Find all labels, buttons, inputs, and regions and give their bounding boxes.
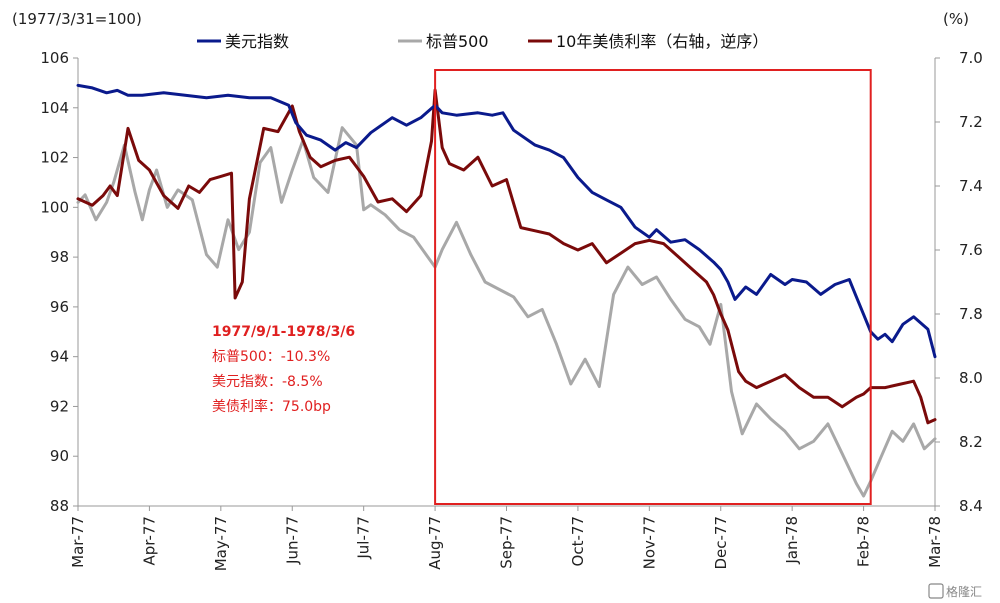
right-tick-label: 7.4 [959, 177, 983, 195]
x-tick-label: Sep-77 [498, 516, 516, 569]
x-tick-label: Mar-78 [926, 516, 944, 568]
right-axis-ticks: 7.0 7.2 7.4 7.6 7.8 8.0 8.2 8.4 [935, 49, 983, 515]
right-tick-label: 8.4 [959, 497, 983, 515]
x-tick-label: Jul-77 [355, 516, 373, 560]
left-tick-label: 102 [40, 149, 69, 167]
series-line-1 [76, 83, 937, 359]
legend-label-1: 美元指数 [225, 32, 289, 51]
annotation-block: 1977/9/1-1978/3/6 标普500：-10.3% 美元指数：-8.5… [212, 324, 355, 415]
annotation-yield: 美债利率：75.0bp [212, 398, 331, 415]
left-tick-label: 106 [40, 49, 69, 67]
left-tick-label: 92 [50, 397, 69, 415]
left-axis-unit: (1977/3/31=100) [12, 10, 142, 28]
series-lines [76, 83, 937, 498]
legend: 美元指数 标普500 10年美债利率（右轴，逆序） [197, 32, 768, 51]
right-tick-label: 7.8 [959, 305, 983, 323]
left-tick-label: 88 [50, 497, 69, 515]
series-line-2 [76, 126, 937, 498]
highlight-box [434, 69, 872, 505]
legend-label-2: 标普500 [426, 32, 489, 51]
annotation-sp500: 标普500：-10.3% [212, 349, 330, 365]
x-axis-ticks: Mar-77 Apr-77 May-77 Jun-77 Jul-77 Aug-77 Sep-… [69, 506, 944, 571]
x-tick-label: Oct-77 [569, 516, 587, 566]
watermark-logo-icon [928, 583, 944, 599]
left-tick-label: 90 [50, 447, 69, 465]
right-tick-label: 8.2 [959, 433, 983, 451]
left-tick-label: 94 [50, 348, 69, 366]
left-tick-label: 96 [50, 298, 69, 316]
left-tick-label: 104 [40, 99, 69, 117]
watermark: 格隆汇 [946, 584, 982, 599]
annotation-period: 1977/9/1-1978/3/6 [212, 324, 355, 340]
x-tick-label: May-77 [212, 516, 230, 571]
x-tick-label: Jun-77 [283, 516, 301, 565]
right-tick-label: 7.0 [959, 49, 983, 67]
right-tick-label: 7.2 [959, 113, 983, 131]
x-tick-label: Feb-78 [855, 516, 873, 567]
legend-label-3: 10年美债利率（右轴，逆序） [556, 32, 768, 51]
x-tick-label: Jan-78 [783, 516, 801, 565]
x-tick-label: Apr-77 [140, 516, 158, 566]
right-tick-label: 7.6 [959, 241, 983, 259]
x-tick-label: Nov-77 [640, 516, 658, 569]
left-tick-label: 98 [50, 248, 69, 266]
annotation-dxy: 美元指数：-8.5% [212, 374, 323, 390]
x-tick-label: Aug-77 [426, 516, 444, 570]
x-tick-label: Dec-77 [712, 516, 730, 570]
right-axis-unit: (%) [943, 10, 969, 28]
right-tick-label: 8.0 [959, 369, 983, 387]
left-axis-ticks: 88 90 92 94 96 98 100 102 104 106 [40, 49, 78, 515]
x-tick-label: Mar-77 [69, 516, 87, 568]
series-line-3 [76, 88, 937, 425]
left-tick-label: 100 [40, 198, 69, 216]
